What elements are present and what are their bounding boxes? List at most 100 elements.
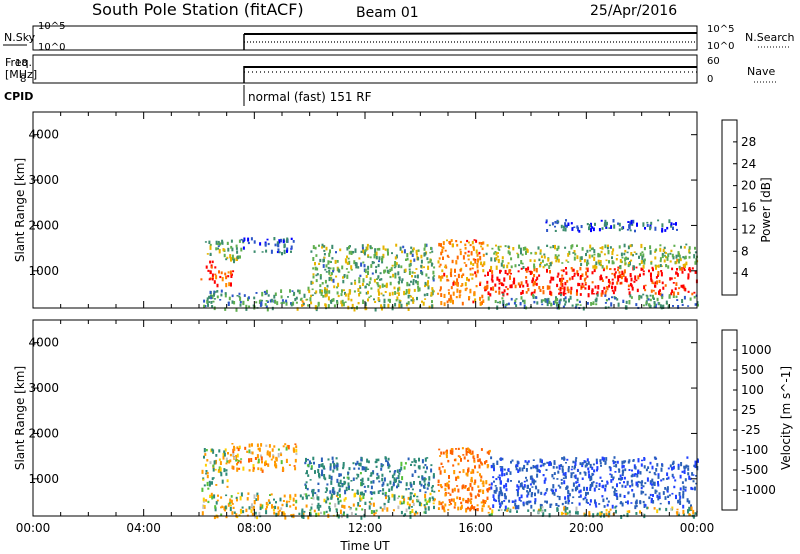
velocity-cell [606, 482, 609, 485]
velocity-cell [419, 489, 422, 492]
power-cell [498, 278, 501, 283]
power-cell [449, 294, 452, 299]
power-cell [586, 249, 589, 253]
power-cell [321, 243, 324, 247]
velocity-cell [257, 467, 260, 471]
power-cell [631, 223, 634, 226]
velocity-cell [336, 467, 339, 471]
velocity-cell [385, 459, 388, 463]
velocity-cell [301, 515, 304, 519]
power-cell [217, 247, 220, 250]
power-cell [417, 285, 420, 289]
power-cell [533, 289, 536, 292]
velocity-cell [640, 463, 643, 467]
velocity-cell [230, 499, 233, 504]
power-cell [214, 273, 217, 276]
power-cell [464, 247, 467, 250]
power-cell [641, 268, 644, 271]
velocity-cell [285, 503, 288, 508]
power-cell [347, 293, 350, 298]
power-cell [599, 275, 602, 281]
velocity-cell [674, 479, 677, 482]
velocity-cell [401, 502, 403, 505]
power-cell [266, 238, 269, 241]
velocity-cell [414, 460, 417, 464]
power-cell [329, 274, 332, 277]
power-cell [416, 280, 419, 286]
power-cell [510, 284, 513, 289]
power-cell [498, 286, 501, 290]
power-cell [483, 261, 486, 266]
velocity-cell [628, 510, 631, 513]
velocity-cell [427, 481, 430, 485]
velocity-cell [424, 491, 427, 494]
velocity-cell [355, 462, 357, 466]
power-cell [337, 269, 340, 273]
velocity-cell [364, 469, 367, 472]
velocity-cell [504, 505, 507, 510]
velocity-cell [626, 512, 629, 518]
velocity-cell [413, 512, 416, 517]
power-cell [385, 266, 388, 269]
velocity-cell [628, 469, 631, 471]
power-cell [432, 290, 435, 293]
velocity-cell [567, 501, 570, 505]
power-cell [667, 305, 670, 309]
power-cell [507, 262, 510, 265]
power-cell [554, 254, 557, 257]
velocity-cell [595, 484, 598, 488]
velocity-cell [280, 453, 283, 457]
power-cell [559, 298, 562, 302]
velocity-cell [604, 484, 607, 488]
velocity-cell [301, 496, 304, 500]
velocity-cell [377, 475, 380, 479]
velocity-cell [201, 487, 204, 492]
power-cell [563, 298, 566, 302]
velocity-cell [369, 475, 372, 477]
power-cell [329, 260, 332, 263]
power-cell [432, 270, 435, 275]
power-cell [335, 251, 337, 254]
velocity-cell [615, 490, 618, 492]
velocity-cell [567, 497, 570, 501]
velocity-cell [212, 477, 215, 479]
velocity-cell [231, 503, 234, 505]
power-cell [401, 250, 404, 254]
power-cell [687, 273, 690, 278]
velocity-cell [679, 487, 682, 491]
velocity-cell [556, 507, 559, 510]
power-cell [432, 278, 435, 282]
power-cell [393, 266, 396, 269]
colorbar-tick-label: 20 [741, 179, 756, 193]
power-cell [420, 259, 423, 264]
velocity-cell [645, 468, 648, 472]
power-cell [375, 269, 377, 274]
velocity-cell [453, 459, 456, 462]
power-cell [343, 274, 346, 278]
velocity-cell [499, 466, 502, 468]
velocity-cell [302, 514, 305, 519]
velocity-cell [246, 497, 249, 501]
power-cell [683, 246, 686, 249]
velocity-cell [490, 465, 493, 469]
power-cell [499, 282, 502, 284]
velocity-cell [259, 454, 262, 458]
velocity-cell [559, 486, 562, 489]
power-cell [549, 262, 552, 267]
power-cell [476, 271, 479, 274]
velocity-cell [273, 498, 275, 501]
power-cell [452, 291, 455, 296]
velocity-cell [625, 501, 627, 503]
power-cell [432, 276, 435, 280]
velocity-cell [532, 465, 535, 469]
velocity-cell [523, 480, 526, 483]
velocity-cell [241, 506, 244, 509]
power-cell [261, 299, 263, 302]
velocity-cell [671, 473, 674, 478]
power-cell [359, 286, 362, 289]
power-cell [545, 219, 548, 222]
power-cell [691, 267, 694, 270]
velocity-cell [593, 487, 596, 492]
